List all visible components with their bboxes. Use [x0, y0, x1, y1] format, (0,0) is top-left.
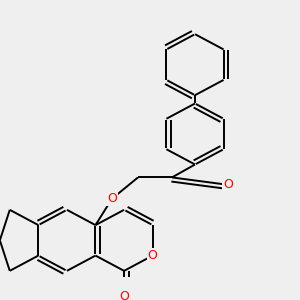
- Text: O: O: [119, 290, 129, 300]
- Text: O: O: [223, 178, 233, 191]
- Text: O: O: [148, 249, 158, 262]
- Text: O: O: [107, 192, 117, 205]
